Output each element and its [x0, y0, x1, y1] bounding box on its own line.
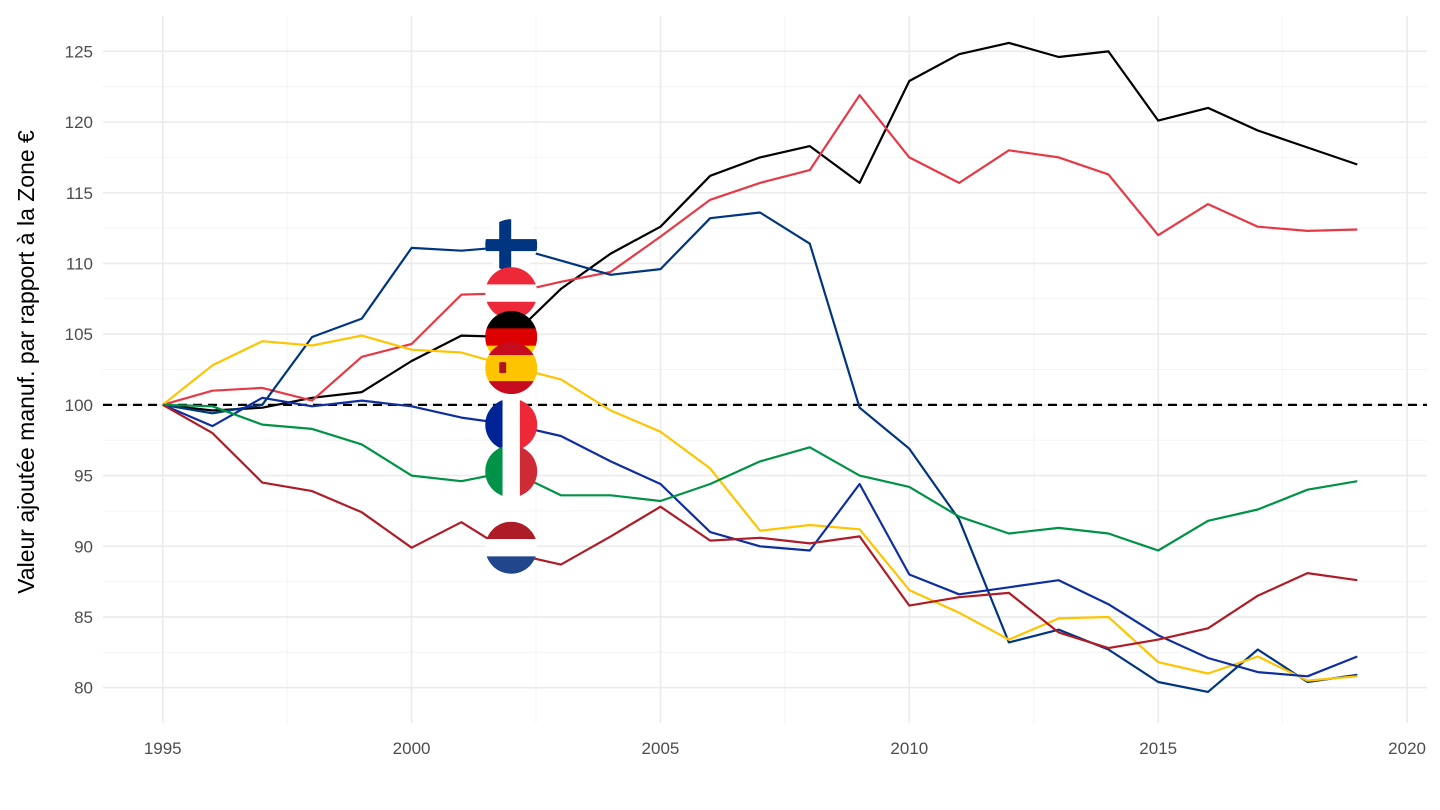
- finland-series-line: [162, 211, 1358, 693]
- grid: [103, 16, 1427, 723]
- germany-series-line: [162, 41, 1358, 412]
- y-axis-ticks: 80 85 90 95 100 105 110 115 120 125: [65, 42, 93, 697]
- netherlands-flag-icon: [485, 521, 538, 574]
- y-tick-label: 85: [74, 608, 93, 627]
- france-series-line: [162, 396, 1358, 678]
- austria-series-line: [162, 94, 1358, 406]
- italy-series-line: [162, 403, 1358, 552]
- y-axis-title: Valeur ajoutée manuf. par rapport à la Z…: [13, 130, 39, 594]
- y-tick-label: 115: [66, 184, 93, 203]
- finland-flag-icon: [485, 219, 538, 272]
- y-tick-label: 100: [65, 396, 93, 415]
- series-lines: [162, 41, 1358, 693]
- x-tick-label: 2010: [890, 739, 928, 758]
- y-tick-label: 110: [66, 254, 93, 273]
- spain-series-line: [162, 334, 1358, 682]
- x-tick-label: 2020: [1388, 739, 1426, 758]
- france-flag-icon: [485, 398, 538, 451]
- x-tick-label: 2005: [642, 739, 680, 758]
- spain-flag-icon: [485, 342, 538, 395]
- x-tick-label: 2015: [1139, 739, 1177, 758]
- netherlands-series-line: [162, 403, 1358, 650]
- y-tick-label: 120: [65, 113, 93, 132]
- x-axis-ticks: 1995 2000 2005 2010 2015 2020: [144, 739, 1426, 758]
- y-tick-label: 125: [65, 42, 93, 61]
- country-flags: [485, 219, 538, 574]
- y-tick-label: 80: [74, 679, 93, 698]
- x-tick-label: 2000: [393, 739, 431, 758]
- y-tick-label: 105: [65, 325, 93, 344]
- y-tick-label: 90: [74, 537, 93, 556]
- italy-flag-icon: [485, 445, 538, 498]
- x-tick-label: 1995: [144, 739, 182, 758]
- y-tick-label: 95: [74, 467, 93, 486]
